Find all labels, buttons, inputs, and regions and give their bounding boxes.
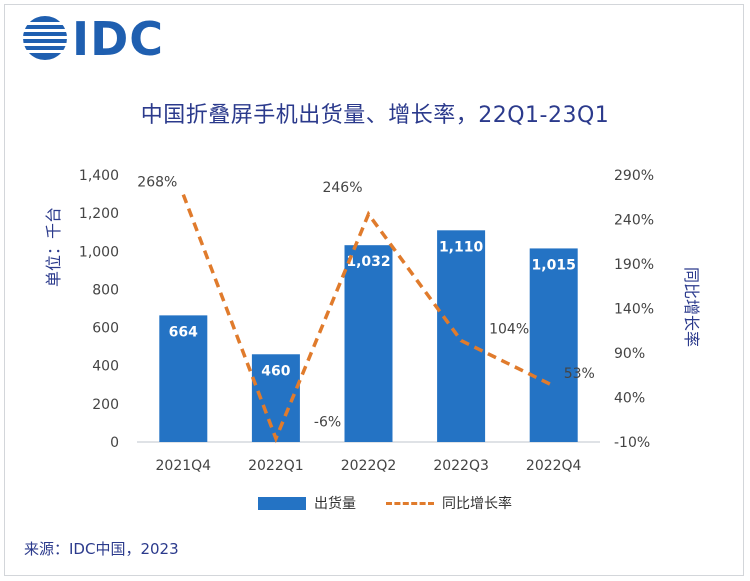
y-tick-right-label: 40% <box>614 391 645 407</box>
legend-item-line: 同比增长率 <box>386 493 512 513</box>
bar-value-label: 1,015 <box>532 257 576 273</box>
chart-title: 中国折叠屏手机出货量、增长率，22Q1-23Q1 <box>140 103 610 128</box>
y-tick-left-label: 400 <box>92 359 119 375</box>
legend-label-bar: 出货量 <box>314 496 356 512</box>
bar <box>159 315 208 442</box>
growth-rate-line <box>181 193 555 444</box>
y-tick-left-label: 600 <box>92 321 119 337</box>
chart-frame <box>4 4 744 576</box>
y-tick-right-label: 190% <box>614 257 654 273</box>
bar-value-label: 664 <box>169 324 198 340</box>
bar-value-label: 1,110 <box>439 239 484 255</box>
y-tick-right-label: 140% <box>614 302 654 318</box>
bar <box>529 248 578 442</box>
x-tick-label: 2022Q3 <box>433 458 489 474</box>
y-tick-right-label: -10% <box>614 435 650 451</box>
x-tick-label: 2022Q4 <box>526 458 582 474</box>
growth-rate-label: 268% <box>137 175 177 191</box>
y-tick-left-label: 800 <box>92 282 119 298</box>
y-tick-right-label: 240% <box>614 213 654 229</box>
source-note: 来源：IDC中国，2023 <box>24 540 179 558</box>
x-tick-label: 2021Q4 <box>156 458 212 474</box>
legend-label-line: 同比增长率 <box>442 496 512 512</box>
x-tick-label: 2022Q1 <box>248 458 304 474</box>
legend-item-bar: 出货量 <box>258 493 356 513</box>
bar-value-label: 460 <box>261 363 290 379</box>
y-tick-left-label: 0 <box>110 435 119 451</box>
y-tick-right-label: 90% <box>614 346 645 362</box>
y-tick-left-label: 1,400 <box>79 168 119 184</box>
legend: 出货量 同比增长率 <box>0 493 750 515</box>
y-tick-left-label: 200 <box>92 397 119 413</box>
legend-swatch-line <box>386 501 434 505</box>
y-tick-left-label: 1,200 <box>79 206 119 222</box>
legend-swatch-bar <box>258 496 306 510</box>
logo-text: IDC <box>72 12 165 66</box>
growth-rate-label: 53% <box>564 366 595 382</box>
x-tick-label: 2022Q2 <box>341 458 397 474</box>
bar <box>344 245 393 442</box>
y-tick-right-label: 290% <box>614 168 654 184</box>
bar <box>437 230 486 442</box>
growth-rate-label: 246% <box>322 180 362 196</box>
growth-rate-label: 104% <box>489 322 529 338</box>
growth-rate-label: -6% <box>314 414 341 430</box>
y-tick-left-label: 1,000 <box>79 244 119 260</box>
bar-value-label: 1,032 <box>346 254 390 270</box>
